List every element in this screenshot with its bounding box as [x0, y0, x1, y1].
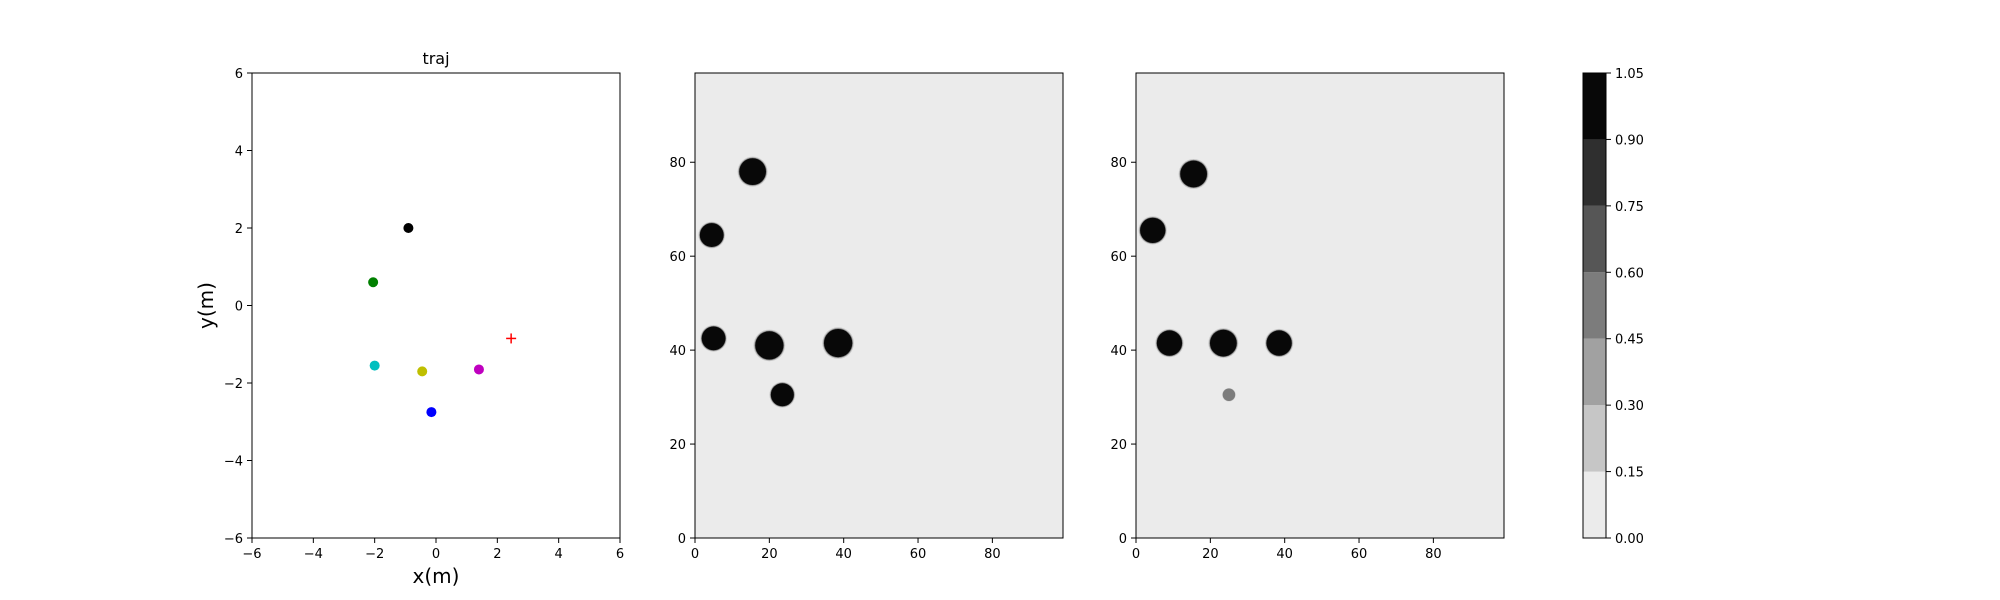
heat-left-y-tick-label: 80 [669, 156, 686, 171]
goal-marker [506, 333, 517, 344]
heat-right-x-tick-label: 40 [1276, 547, 1293, 562]
traj-x-tick-label: 0 [432, 547, 440, 562]
obstacle-blob [700, 325, 727, 352]
colorbar-tick-label: 0.00 [1615, 532, 1644, 547]
heat-left-x-tick-label: 20 [761, 547, 778, 562]
heat-left-y-tick-label: 20 [669, 438, 686, 453]
heat-right-x-tick-label: 0 [1132, 547, 1140, 562]
heat-right-background [1136, 73, 1504, 538]
heat-right-x-tick-label: 80 [1425, 547, 1442, 562]
obstacle-blob [737, 156, 768, 187]
heat-right-y-tick-label: 60 [1110, 250, 1127, 265]
agent-point [368, 277, 379, 288]
obstacle-blob [822, 327, 854, 359]
traj-x-tick-label: 6 [616, 547, 624, 562]
traj-plot-area [252, 73, 620, 538]
traj-y-tick-label: −6 [224, 532, 243, 547]
traj-frame [251, 72, 621, 539]
colorbar-tick-label: 0.90 [1615, 133, 1644, 148]
colorbar-frame [1582, 72, 1607, 539]
obstacle-blob [1155, 328, 1184, 358]
agent-point [473, 364, 484, 375]
obstacle-blob [1222, 388, 1236, 402]
colorbar-tick-label: 0.75 [1615, 200, 1644, 215]
trajectory-plot: −6 −4 −2 0 2 4 6 −6 −4 −2 0 2 4 6 traj x(m) y(m) [194, 49, 624, 588]
heat-right-y-tick-label: 20 [1110, 438, 1127, 453]
heat-left-x-tick-label: 60 [910, 547, 927, 562]
heat-right-y-tick-label: 80 [1110, 156, 1127, 171]
occupancy-heatmap-left: 0 20 40 60 80 0 20 40 60 80 [669, 72, 1064, 562]
heat-left-x-tick-label: 80 [984, 547, 1001, 562]
heat-left-y-tick-label: 0 [678, 532, 686, 547]
traj-x-tick-label: −6 [242, 547, 261, 562]
agent-point [417, 366, 428, 377]
heat-left-x-tick-label: 0 [691, 547, 699, 562]
occupancy-heatmap-right: 0 20 40 60 80 0 20 40 60 80 [1110, 72, 1505, 562]
colorbar-band [1583, 471, 1606, 538]
agent-point [426, 407, 437, 418]
obstacle-blob [698, 221, 726, 249]
traj-y-tick-label: 2 [235, 222, 243, 237]
heat-right-y-tick-label: 0 [1119, 532, 1127, 547]
colorbar-band [1583, 205, 1606, 273]
heat-right-x-tick-label: 60 [1351, 547, 1368, 562]
colorbar-band [1583, 139, 1606, 206]
traj-y-tick-label: −4 [224, 455, 243, 470]
obstacle-blob [1138, 216, 1167, 245]
heat-left-background [695, 73, 1063, 538]
traj-y-axis-label: y(m) [194, 282, 218, 329]
colorbar-tick-label: 0.60 [1615, 266, 1644, 281]
colorbar-band [1583, 405, 1606, 472]
colorbar-band [1583, 338, 1606, 406]
traj-y-tick-label: −2 [224, 377, 243, 392]
heat-left-y-tick-label: 40 [669, 344, 686, 359]
traj-x-tick-label: −2 [365, 547, 384, 562]
obstacle-blob [769, 381, 796, 408]
colorbar-band [1583, 272, 1606, 339]
heat-right-frame [1135, 72, 1505, 539]
heat-left-frame [694, 72, 1064, 539]
heat-right-x-tick-label: 20 [1202, 547, 1219, 562]
obstacle-blob [1178, 158, 1209, 189]
colorbar: 0.00 0.15 0.30 0.45 0.60 0.75 0.90 1.05 [1582, 67, 1644, 547]
colorbar-tick-label: 1.05 [1615, 67, 1644, 82]
traj-y-tick-label: 6 [235, 67, 243, 82]
agent-point [369, 360, 380, 371]
obstacle-blob [1264, 328, 1294, 358]
traj-x-tick-label: 4 [555, 547, 563, 562]
colorbar-tick-label: 0.45 [1615, 333, 1644, 348]
traj-x-tick-label: 2 [493, 547, 501, 562]
traj-title: traj [422, 49, 449, 68]
traj-y-tick-label: 0 [235, 300, 243, 315]
traj-x-axis-label: x(m) [413, 564, 460, 588]
colorbar-tick-label: 0.15 [1615, 466, 1644, 481]
heat-left-x-tick-label: 40 [835, 547, 852, 562]
traj-x-tick-label: −4 [304, 547, 323, 562]
colorbar-tick-label: 0.30 [1615, 399, 1644, 414]
obstacle-blob [1208, 328, 1239, 359]
heat-right-y-tick-label: 40 [1110, 344, 1127, 359]
traj-y-tick-label: 4 [235, 145, 243, 160]
agent-point [403, 223, 414, 233]
obstacle-blob [753, 329, 786, 362]
heat-left-y-tick-label: 60 [669, 250, 686, 265]
colorbar-band [1583, 73, 1606, 140]
